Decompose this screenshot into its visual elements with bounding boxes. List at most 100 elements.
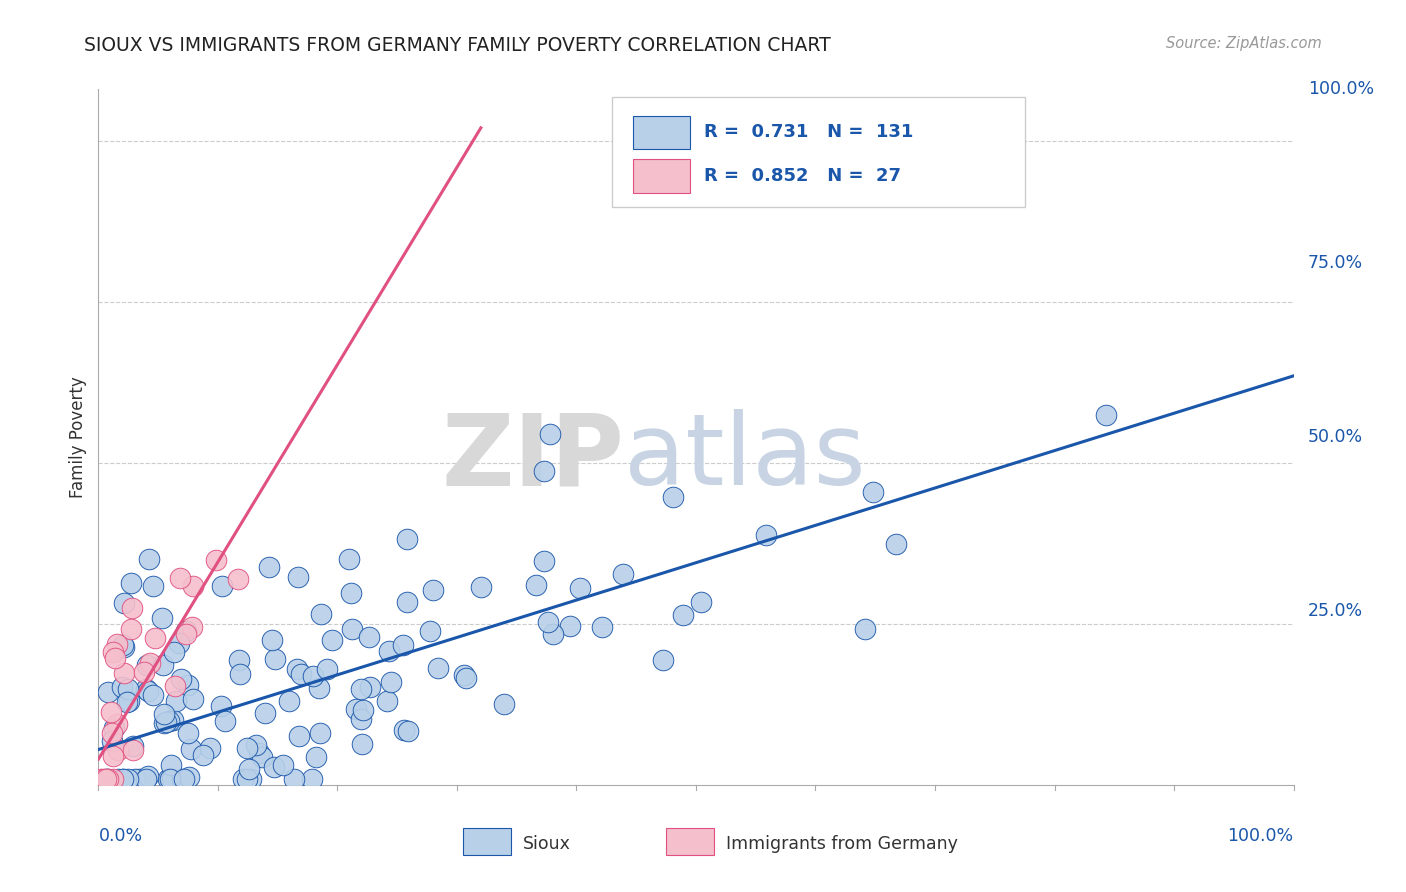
Text: 0.0%: 0.0% [98, 827, 142, 845]
Point [533, 464, 555, 478]
Point [177, 678, 200, 692]
Text: 50.0%: 50.0% [1308, 428, 1362, 446]
Point [375, 694, 398, 708]
Point [308, 726, 330, 740]
Point [260, 633, 283, 648]
Point [150, 611, 173, 625]
Point [177, 726, 200, 740]
Point [247, 746, 270, 760]
Point [153, 715, 176, 730]
Point [214, 714, 236, 729]
Point [422, 582, 444, 597]
Point [103, 721, 125, 735]
Point [198, 741, 221, 756]
Point [287, 570, 309, 584]
Point [120, 576, 142, 591]
Point [533, 554, 555, 568]
Point [427, 660, 450, 674]
Text: R =  0.731   N =  131: R = 0.731 N = 131 [704, 123, 914, 141]
Point [350, 682, 373, 697]
Point [308, 681, 330, 696]
Point [359, 680, 381, 694]
Text: 100.0%: 100.0% [1227, 827, 1294, 845]
Point [101, 726, 124, 740]
Point [167, 636, 190, 650]
Point [569, 581, 592, 595]
Point [285, 662, 308, 676]
Point [142, 688, 165, 702]
Point [138, 552, 160, 566]
Point [136, 658, 159, 673]
Point [136, 683, 159, 698]
Point [181, 620, 204, 634]
Text: Immigrants from Germany: Immigrants from Germany [725, 835, 957, 853]
Point [181, 578, 204, 592]
Point [117, 772, 139, 786]
Point [165, 679, 187, 693]
Point [395, 594, 418, 608]
Point [97, 772, 120, 786]
Point [132, 665, 155, 679]
Point [180, 742, 202, 756]
Point [152, 658, 174, 673]
Point [316, 662, 339, 676]
Point [689, 595, 711, 609]
Point [118, 694, 141, 708]
Point [470, 580, 492, 594]
Text: atlas: atlas [624, 409, 866, 507]
Point [193, 747, 215, 762]
Point [277, 693, 299, 707]
Point [357, 630, 380, 644]
Point [209, 698, 232, 713]
Point [97, 685, 120, 699]
Point [160, 772, 183, 786]
Point [591, 620, 613, 634]
Point [288, 729, 311, 743]
Point [228, 667, 250, 681]
Point [138, 657, 160, 671]
Point [162, 713, 184, 727]
Point [128, 772, 150, 786]
Point [378, 644, 401, 658]
Point [159, 714, 181, 728]
Point [350, 737, 373, 751]
Point [1094, 409, 1116, 423]
Point [263, 760, 285, 774]
Bar [633, 116, 690, 149]
Point [159, 772, 181, 786]
Point [662, 490, 685, 504]
Point [245, 738, 267, 752]
Point [157, 772, 180, 786]
Point [170, 672, 193, 686]
Point [344, 702, 367, 716]
Point [174, 624, 197, 638]
Point [394, 723, 416, 738]
Point [111, 772, 134, 786]
Point [111, 680, 134, 694]
Point [538, 426, 561, 441]
Point [114, 666, 136, 681]
Point [121, 601, 143, 615]
Point [853, 622, 876, 636]
Point [173, 772, 195, 786]
Point [228, 653, 250, 667]
Point [105, 717, 128, 731]
Bar [633, 160, 690, 193]
Text: R =  0.852   N =  27: R = 0.852 N = 27 [704, 167, 901, 186]
Point [143, 631, 166, 645]
Point [90, 772, 112, 786]
Point [238, 762, 260, 776]
Point [170, 772, 193, 786]
Y-axis label: Family Poverty: Family Poverty [69, 376, 87, 498]
Point [232, 772, 254, 786]
Point [96, 772, 118, 786]
Point [117, 682, 139, 697]
Point [250, 750, 273, 764]
Point [226, 572, 249, 586]
Point [235, 772, 257, 786]
Point [112, 640, 135, 654]
Point [305, 750, 328, 764]
Point [103, 749, 125, 764]
Text: SIOUX VS IMMIGRANTS FROM GERMANY FAMILY POVERTY CORRELATION CHART: SIOUX VS IMMIGRANTS FROM GERMANY FAMILY … [84, 36, 831, 54]
Point [163, 644, 186, 658]
